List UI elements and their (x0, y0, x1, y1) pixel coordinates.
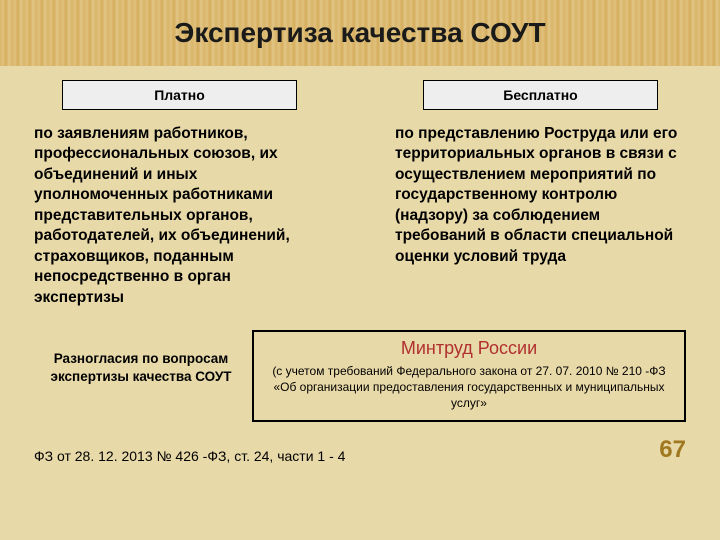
slide-title: Экспертиза качества СОУТ (174, 17, 545, 49)
column-paid-header: Платно (62, 80, 297, 110)
column-paid-body: по заявлениям работников, профессиональн… (34, 124, 325, 308)
ministry-note: (с учетом требований Федерального закона… (264, 363, 674, 412)
column-paid: Платно по заявлениям работников, професс… (34, 80, 325, 308)
column-free-body: по представлению Роструда или его террит… (395, 124, 686, 267)
bottom-row: Разногласия по вопросам экспертизы качес… (34, 330, 686, 422)
footer-row: ФЗ от 28. 12. 2013 № 426 -ФЗ, ст. 24, ча… (34, 436, 686, 464)
content-area: Платно по заявлениям работников, професс… (0, 66, 720, 464)
column-free: Бесплатно по представлению Роструда или … (395, 80, 686, 308)
ministry-title: Минтруд России (264, 338, 674, 359)
disputes-box: Разногласия по вопросам экспертизы качес… (34, 330, 252, 422)
column-free-header: Бесплатно (423, 80, 658, 110)
two-columns: Платно по заявлениям работников, професс… (34, 80, 686, 308)
title-band: Экспертиза качества СОУТ (0, 0, 720, 66)
footnote: ФЗ от 28. 12. 2013 № 426 -ФЗ, ст. 24, ча… (34, 448, 345, 464)
ministry-box: Минтруд России (с учетом требований Феде… (252, 330, 686, 422)
page-number: 67 (659, 436, 686, 464)
